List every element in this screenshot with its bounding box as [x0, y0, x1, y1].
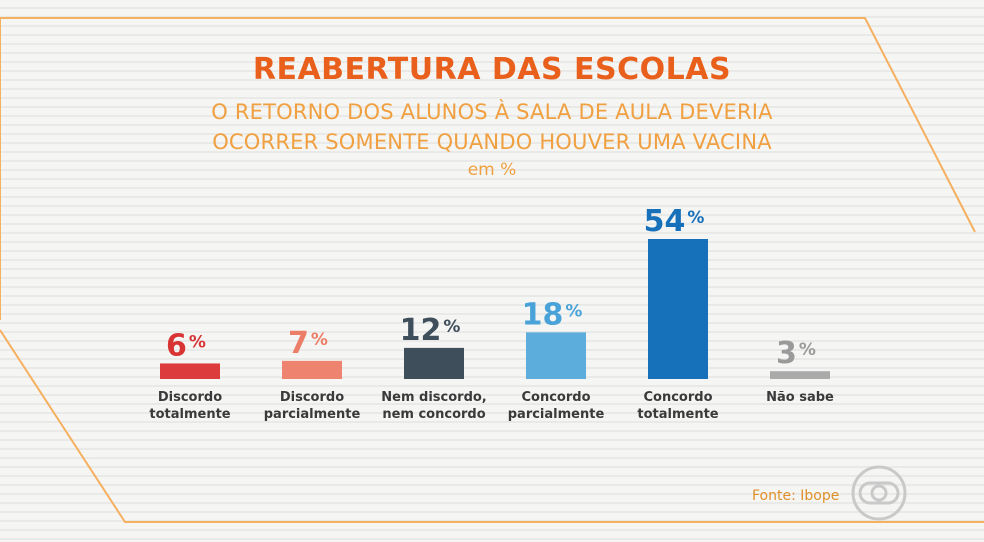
bar	[282, 360, 342, 379]
subtitle-line-2: OCORRER SOMENTE QUANDO HOUVER UMA VACINA	[212, 130, 772, 154]
data-label: 3%	[776, 336, 816, 371]
data-label: 12%	[400, 313, 461, 348]
category-label: parcialmente	[264, 407, 361, 422]
unit-label: em %	[467, 160, 517, 180]
data-label: 54%	[644, 204, 705, 239]
bar	[648, 239, 708, 379]
source-label: Fonte: Ibope	[752, 488, 840, 504]
category-label: Discordo	[158, 390, 222, 405]
data-label: 6%	[166, 328, 206, 363]
category-label: totalmente	[637, 407, 718, 422]
bar	[770, 371, 830, 379]
bar	[404, 347, 464, 379]
category-label: nem concordo	[382, 407, 485, 422]
category-label: parcialmente	[508, 407, 605, 422]
data-label: 18%	[522, 297, 583, 332]
category-label: Não sabe	[766, 390, 834, 405]
chart-subtitle: O RETORNO DOS ALUNOS À SALA DE AULA DEVE…	[150, 97, 834, 157]
category-label: totalmente	[149, 407, 230, 422]
category-label: Concordo	[643, 390, 712, 405]
category-label: Discordo	[280, 390, 344, 405]
category-label: Nem discordo,	[381, 390, 487, 405]
subtitle-line-1: O RETORNO DOS ALUNOS À SALA DE AULA DEVE…	[211, 100, 773, 124]
chart-title: REABERTURA DAS ESCOLAS	[252, 52, 732, 87]
bar	[160, 363, 220, 379]
category-label: Concordo	[521, 390, 590, 405]
bar	[526, 332, 586, 379]
data-label: 7%	[288, 326, 328, 361]
globo-logo-icon	[851, 465, 907, 521]
